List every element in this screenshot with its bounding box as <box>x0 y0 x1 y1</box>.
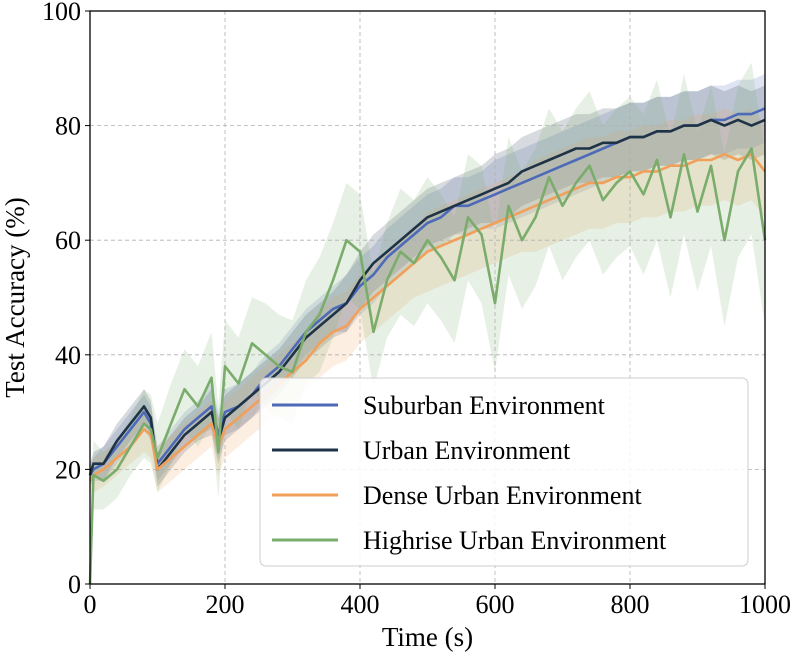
legend-label-highrise-urban-environment: Highrise Urban Environment <box>363 526 667 555</box>
x-tick-label-400: 400 <box>341 590 380 619</box>
x-tick-label-0: 0 <box>84 590 97 619</box>
axis-ticks: 0 200 400 600 800 1000 0 20 40 60 80 100 <box>42 0 791 619</box>
x-tick-label-200: 200 <box>206 590 245 619</box>
legend-box <box>259 377 749 567</box>
legend-label-dense-urban-environment: Dense Urban Environment <box>363 481 642 510</box>
y-tick-label-40: 40 <box>55 341 81 370</box>
band-suburban-environment <box>90 74 765 487</box>
x-tick-label-1000: 1000 <box>739 590 791 619</box>
plot-frame <box>89 10 766 585</box>
series-line-highrise-urban-environment <box>88 147 767 585</box>
band-highrise-urban-environment <box>90 62 765 585</box>
legend-label-suburban-environment: Suburban Environment <box>363 391 606 420</box>
legend: Suburban Environment Urban Environment Den… <box>259 377 749 567</box>
series-line-dense-urban-environment <box>88 153 767 482</box>
y-tick-label-80: 80 <box>55 112 81 141</box>
y-tick-label-20: 20 <box>55 455 81 484</box>
series-line-urban-environment <box>88 118 766 476</box>
x-axis-label: Time (s) <box>382 622 473 652</box>
series-lines <box>88 107 767 585</box>
band-dense-urban-environment <box>90 108 765 493</box>
y-tick-label-0: 0 <box>68 570 81 599</box>
x-tick-label-600: 600 <box>476 590 515 619</box>
y-tick-label-100: 100 <box>42 0 81 26</box>
legend-label-urban-environment: Urban Environment <box>363 436 571 465</box>
x-tick-label-800: 800 <box>611 590 650 619</box>
y-tick-label-60: 60 <box>55 226 81 255</box>
y-axis-label: Test Accuracy (%) <box>0 197 30 398</box>
